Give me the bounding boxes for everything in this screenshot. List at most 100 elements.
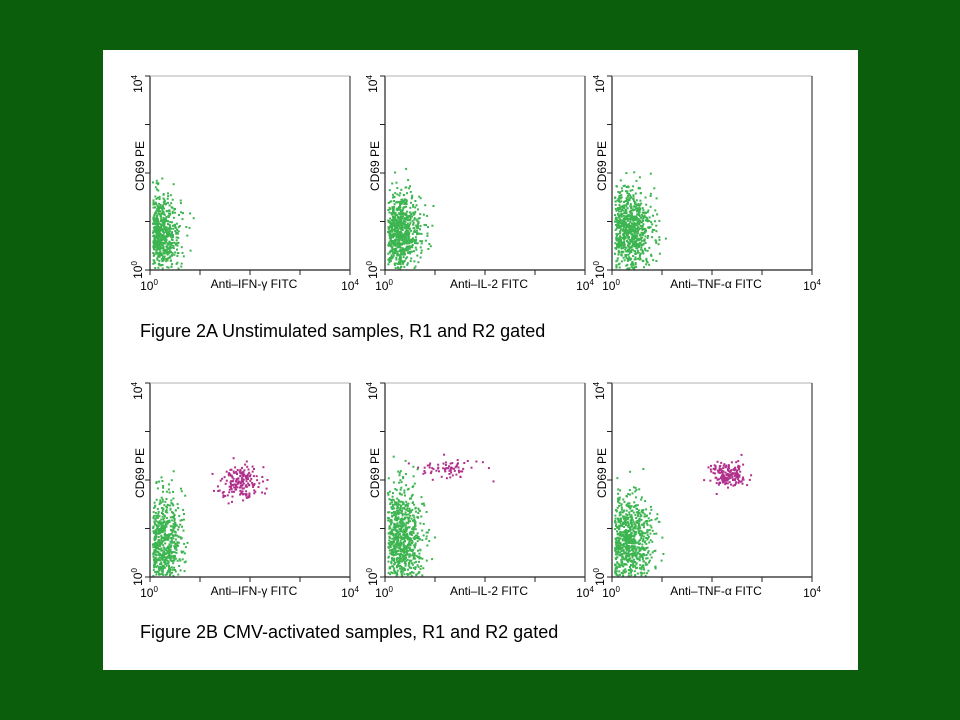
event-dot [396,236,399,239]
event-dot [154,556,157,559]
event-dot [722,480,725,483]
event-dot [176,244,179,247]
event-dot [396,507,399,510]
event-dot [732,468,735,471]
event-dot [155,250,158,253]
y-axis-title: CD69 PE [368,448,382,498]
event-dot [399,470,402,473]
tick-exponent: 4 [589,278,594,287]
event-dot [163,550,165,553]
event-dot [172,470,175,473]
event-dot [418,195,421,198]
y-tick-label-min: 100 [365,568,380,586]
event-dot [171,559,174,562]
event-dot [402,551,405,554]
event-dot [399,248,402,251]
event-dot [173,551,176,554]
event-dot [249,475,251,478]
event-dot [618,210,621,213]
event-dot [616,246,619,249]
event-dot [407,536,410,539]
event-dot [154,541,157,544]
event-dot [399,565,402,567]
event-dot [639,534,642,537]
event-dot [163,200,166,203]
event-dot [400,234,403,237]
event-dot [617,246,620,249]
event-dot [182,518,185,521]
event-dot [641,540,644,543]
event-dot [397,543,400,546]
event-dot [644,242,647,244]
event-dot [630,514,633,517]
event-dot [160,512,163,514]
event-dot [155,566,158,569]
event-dot [169,568,172,571]
event-dot [642,522,645,525]
event-dot [152,516,155,519]
event-dot [739,480,742,483]
event-dot [617,499,620,501]
event-dot [647,551,649,554]
event-dot [639,258,642,260]
event-dot [162,210,165,213]
event-dot [620,504,623,507]
event-dot [407,234,410,237]
event-dot [171,235,174,238]
event-dot [720,468,723,471]
event-dot [624,253,627,256]
event-dot [405,526,408,529]
event-dot [415,560,418,563]
event-dot [639,254,641,256]
event-dot [161,568,164,571]
event-dot [640,227,642,230]
event-dot [163,221,166,224]
event-dot [154,536,157,538]
event-dot [158,262,161,265]
event-dot [388,535,391,538]
event-dot [617,224,620,227]
tick-exponent: 0 [615,585,620,594]
event-dot [648,561,650,564]
event-dot [644,500,647,503]
event-dot [631,554,634,556]
event-dot [185,226,188,228]
event-dot [640,231,643,234]
event-dot [638,550,641,553]
event-dot [180,551,183,554]
event-dot [396,497,399,500]
event-dot [167,568,170,571]
event-dot [181,558,184,561]
event-dot [641,213,644,216]
event-dot [645,219,648,222]
event-dot [167,220,169,223]
event-dot [168,240,171,243]
event-dot [396,246,399,249]
event-dot [628,507,631,510]
event-dot [159,556,161,559]
event-dot [392,232,395,235]
event-dot [616,561,619,564]
event-dot [422,522,425,525]
event-dot [624,535,627,538]
event-dot [235,488,238,491]
event-dot [630,569,633,572]
event-dot [614,547,617,550]
event-dot [164,237,167,239]
event-dot [408,553,411,556]
event-dot [631,535,634,538]
event-dot [654,518,657,521]
event-dot [631,547,634,550]
event-dot [404,504,407,507]
event-dot [626,200,629,203]
event-dot [630,517,633,519]
event-dot [750,474,753,477]
event-dot [253,489,256,492]
y-tick-label-max: 104 [592,75,607,93]
event-dot [402,528,405,531]
event-dot [391,247,394,250]
event-dot [719,471,722,474]
event-dot [155,217,158,220]
event-dot [152,242,155,245]
event-dot [396,571,398,574]
